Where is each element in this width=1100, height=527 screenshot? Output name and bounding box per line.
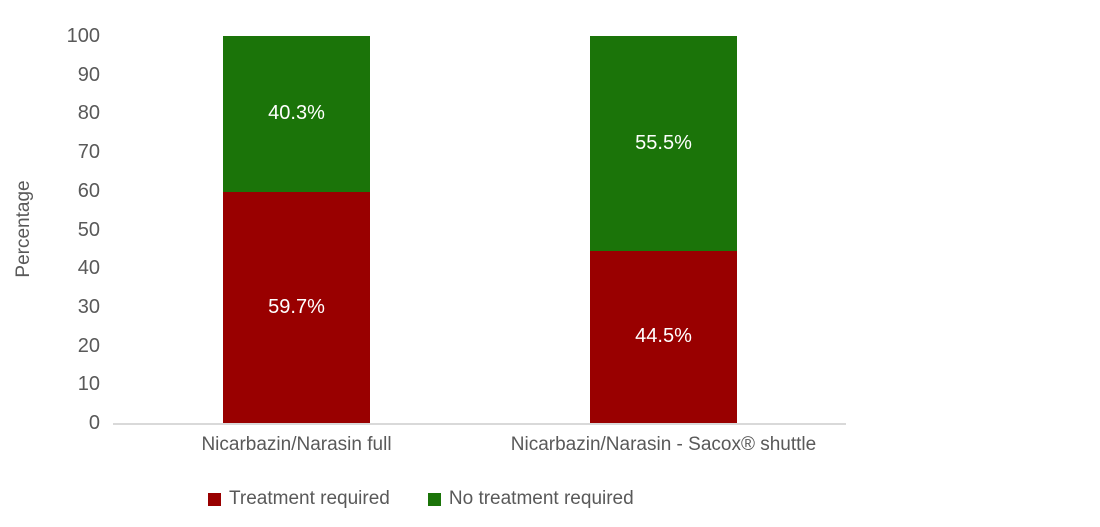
y-tick-label: 100 [66, 25, 100, 47]
bar-segment: 59.7% [223, 191, 370, 423]
y-tick-label: 60 [77, 179, 100, 202]
legend-label-treatment-required: Treatment required [229, 488, 390, 509]
stacked-bar: 55.5% 44.5% [590, 36, 737, 423]
category-label: Nicarbazin/Narasin - Sacox® shuttle [510, 434, 817, 455]
legend-swatch-no-treatment-required [427, 492, 441, 506]
y-tick-label: 0 [88, 412, 100, 434]
bar-data-label: 59.7% [268, 295, 325, 318]
y-tick-label: 70 [77, 141, 100, 164]
legend-item-no-treatment-required: No treatment required [427, 488, 634, 510]
bar-data-label: 44.5% [635, 325, 692, 348]
y-tick-label: 30 [77, 295, 100, 318]
legend-label-no-treatment-required: No treatment required [448, 488, 634, 509]
chart-legend: Treatment required No treatment required [208, 488, 634, 510]
bar-data-label: 40.3% [268, 102, 325, 125]
legend-item-treatment-required: Treatment required [208, 488, 390, 510]
bar-segment: 44.5% [590, 250, 737, 423]
stacked-bar: 40.3% 59.7% [223, 36, 370, 423]
bar-data-label: 55.5% [635, 131, 692, 154]
legend-swatch-treatment-required [208, 492, 221, 506]
y-tick-label: 90 [77, 63, 100, 86]
x-axis-line [113, 423, 846, 425]
category-label: Nicarbazin/Narasin full [201, 434, 392, 455]
y-tick-label: 20 [77, 334, 100, 357]
bar-segment: 55.5% [590, 36, 737, 251]
y-tick-label: 80 [77, 102, 100, 125]
plot-area: 40.3% 59.7% 55.5% 44.5% [113, 36, 846, 423]
y-tick-label: 50 [77, 218, 100, 241]
y-tick-label: 10 [77, 373, 100, 396]
y-tick-label: 40 [77, 257, 100, 280]
bar-segment: 40.3% [223, 36, 370, 192]
